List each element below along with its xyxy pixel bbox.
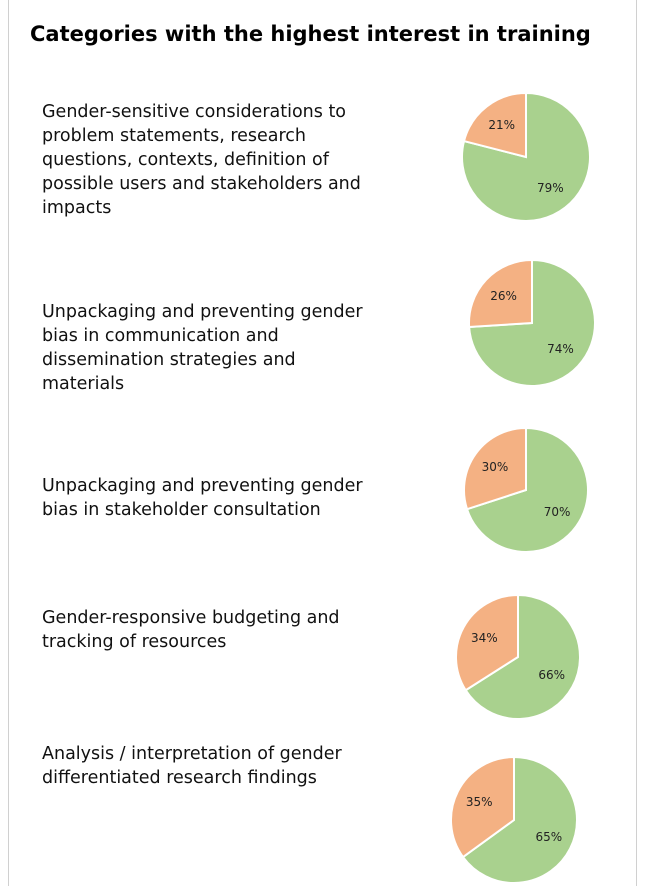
title: Categories with the highest interest in …	[30, 22, 591, 46]
pie-slice	[455, 593, 519, 692]
slice-label: 70%	[544, 505, 571, 519]
pie-slice	[450, 755, 515, 859]
pie-slice	[462, 91, 527, 159]
slice-label: 34%	[471, 631, 498, 645]
pie-slice	[461, 755, 578, 884]
slice-label: 21%	[488, 118, 515, 132]
category-label: Analysis / interpretation of gender diff…	[42, 744, 342, 788]
slice-label: 74%	[547, 342, 574, 356]
pie-slice	[468, 258, 533, 329]
pie-slice	[463, 426, 527, 511]
frame	[8, 0, 637, 886]
slice-label: 35%	[466, 795, 493, 809]
slice-label: 30%	[482, 460, 509, 474]
slice-label: 65%	[535, 830, 562, 844]
category-label: Gender-sensitive considerations to probl…	[42, 102, 361, 218]
pie-slice	[465, 426, 589, 553]
slice-label: 26%	[490, 289, 517, 303]
slice-label: 79%	[537, 181, 564, 195]
slice-label: 66%	[538, 668, 565, 682]
category-label: Unpackaging and preventing gender bias i…	[42, 476, 363, 520]
pie-slice	[464, 593, 581, 720]
category-label: Gender-responsive budgeting and tracking…	[42, 608, 340, 652]
category-label: Unpackaging and preventing gender bias i…	[42, 302, 363, 394]
